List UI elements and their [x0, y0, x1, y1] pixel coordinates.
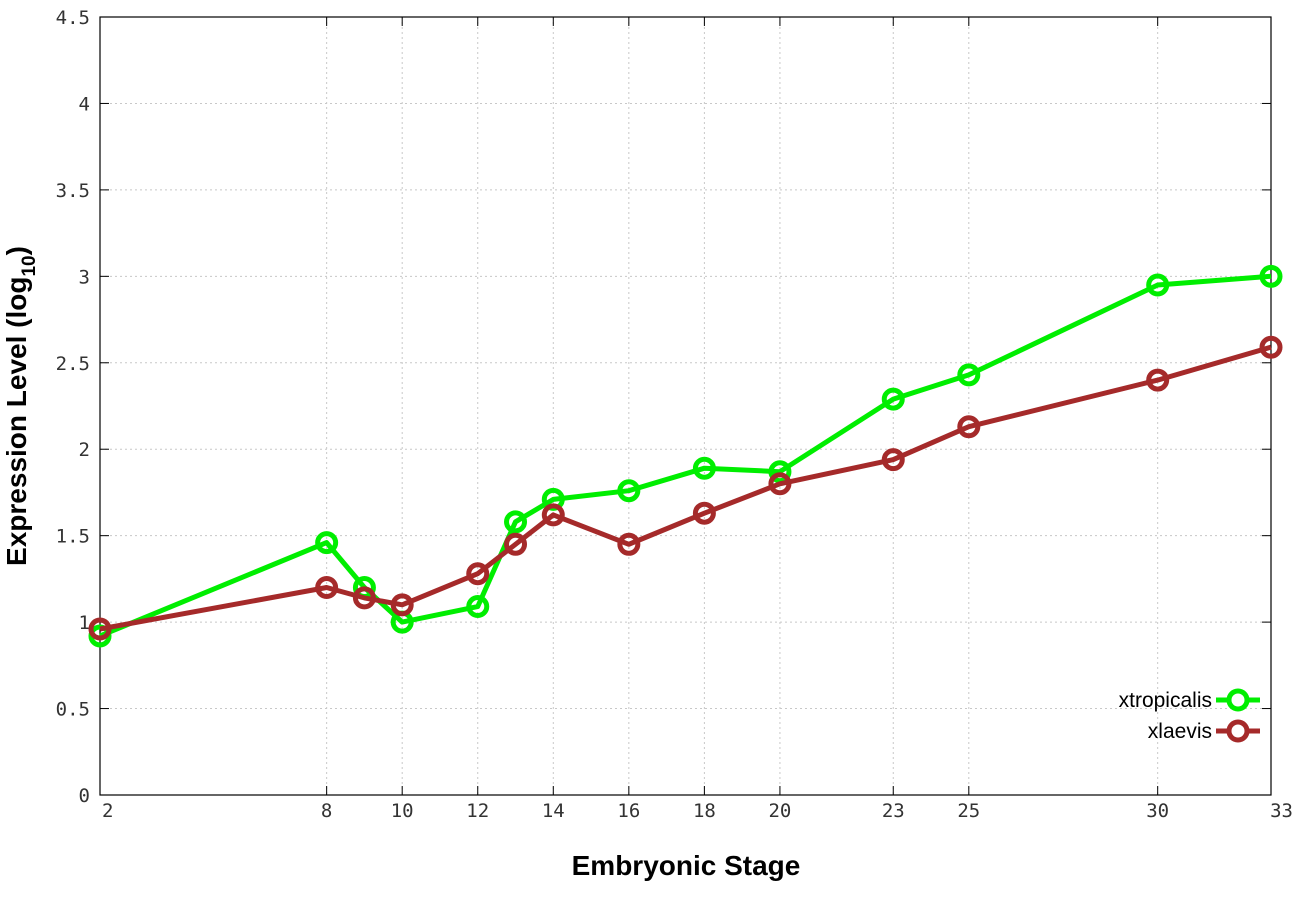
x-tick-label: 10: [391, 800, 414, 822]
data-point-xtropicalis: [315, 531, 339, 555]
y-tick-label: 2: [79, 439, 90, 461]
data-point-xlaevis: [504, 532, 528, 556]
data-point-xlaevis: [352, 586, 376, 610]
data-point-xlaevis: [617, 532, 641, 556]
data-point-xlaevis: [1259, 335, 1283, 359]
data-point-xtropicalis: [957, 363, 981, 387]
grid: [100, 17, 1271, 795]
y-tick-label: 2.5: [56, 353, 90, 375]
y-axis-title: Expression Level (log10): [1, 246, 40, 566]
legend-item-xlaevis: xlaevis: [1148, 719, 1260, 743]
y-tick-label: 0: [79, 785, 90, 807]
y-tick-label: 0.5: [56, 699, 90, 721]
series-line-xtropicalis: [99, 273, 1272, 639]
data-point-xtropicalis: [1146, 273, 1170, 297]
x-tick-label: 14: [542, 800, 565, 822]
data-point-xlaevis: [957, 415, 981, 439]
data-point-xtropicalis: [692, 456, 716, 480]
x-tick-label: 2: [102, 800, 113, 822]
x-tick-label: 23: [882, 800, 905, 822]
data-point-xlaevis: [1146, 368, 1170, 392]
data-point-xtropicalis: [466, 595, 490, 619]
data-point-xlaevis: [466, 562, 490, 586]
x-tick-label: 12: [466, 800, 489, 822]
x-axis-title: Embryonic Stage: [572, 850, 801, 881]
x-tick-label: 30: [1146, 800, 1169, 822]
data-point-xlaevis: [541, 503, 565, 527]
y-axis-title-close: ): [1, 246, 32, 255]
data-point-xlaevis: [390, 593, 414, 617]
x-tick-label: 8: [321, 800, 332, 822]
data-point-xlaevis: [692, 501, 716, 525]
data-point-xtropicalis: [1259, 264, 1283, 288]
legend-marker: [1226, 719, 1250, 743]
legend-marker: [1226, 688, 1250, 712]
y-tick-label: 1.5: [56, 526, 90, 548]
y-tick-label: 3: [79, 266, 90, 288]
data-point-xtropicalis: [504, 510, 528, 534]
y-tick-label: 4: [79, 93, 90, 115]
y-tick-label: 4.5: [56, 7, 90, 29]
y-axis-title-subscript: 10: [19, 255, 40, 276]
x-tick-label: 16: [617, 800, 640, 822]
axis-ticks: 0 0.5 1 1.5 2 2.5 3 3.5 4 4.5 2 8 10 12 14 16 18 20 23 25 30…: [56, 7, 1293, 822]
legend: xtropicalis xlaevis: [1119, 688, 1260, 743]
data-point-xlaevis: [88, 617, 112, 641]
data-point-xlaevis: [881, 448, 905, 472]
x-tick-label: 33: [1270, 800, 1293, 822]
legend-label: xlaevis: [1148, 720, 1212, 743]
series-xtropicalis: [88, 264, 1283, 648]
y-tick-label: 3.5: [56, 180, 90, 202]
legend-item-xtropicalis: xtropicalis: [1119, 688, 1260, 712]
data-point-xtropicalis: [881, 387, 905, 411]
x-tick-label: 18: [693, 800, 716, 822]
plot-frame: [99, 16, 1272, 796]
y-axis-title-main: Expression Level (log: [1, 277, 32, 566]
x-tick-label: 25: [957, 800, 980, 822]
y-tick-label: 1: [79, 612, 90, 634]
series-line-xlaevis: [99, 344, 1272, 632]
series-lines: [88, 264, 1283, 648]
data-point-xlaevis: [768, 472, 792, 496]
data-point-xlaevis: [315, 576, 339, 600]
x-tick-label: 20: [768, 800, 791, 822]
legend-label: xtropicalis: [1119, 689, 1212, 712]
data-point-xtropicalis: [768, 460, 792, 484]
data-point-xtropicalis: [617, 479, 641, 503]
series-xlaevis: [88, 335, 1283, 641]
